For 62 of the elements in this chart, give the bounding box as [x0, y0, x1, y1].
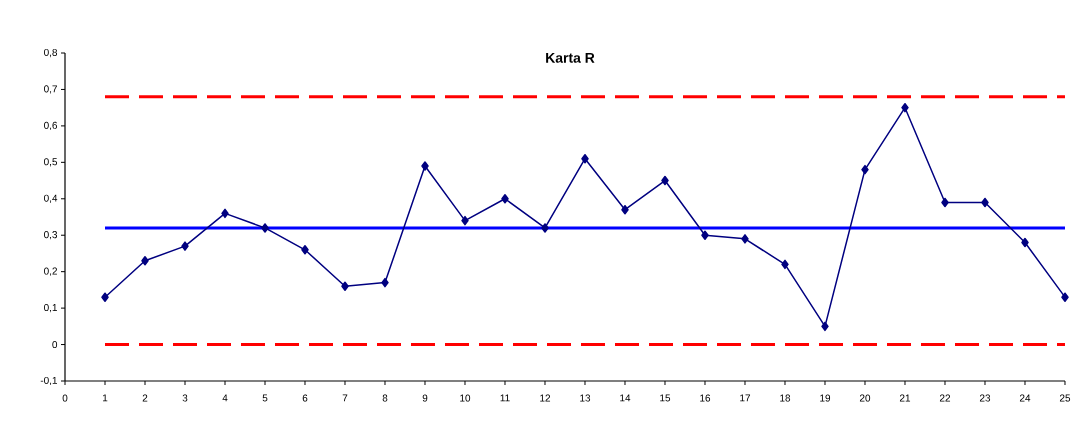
- x-tick-label: 5: [262, 394, 268, 402]
- x-tick-label: 16: [700, 394, 711, 402]
- y-tick-label: -0,1: [40, 376, 57, 386]
- x-tick-label: 19: [820, 394, 831, 402]
- y-tick-label: 0,8: [44, 48, 58, 58]
- point: [501, 194, 509, 204]
- y-tick-label: 0,4: [44, 194, 58, 203]
- y-tick-label: 0,6: [44, 121, 58, 131]
- point: [301, 245, 309, 255]
- x-tick-label: 4: [222, 394, 228, 402]
- x-tick-label: 23: [979, 394, 991, 402]
- x-tick-label: 1: [103, 394, 108, 402]
- point: [581, 153, 589, 164]
- point: [381, 277, 389, 288]
- y-tick-label: 0,3: [44, 231, 58, 240]
- y-tick-label: 0,7: [44, 85, 57, 94]
- x-tick-label: 9: [422, 394, 428, 402]
- chart-title: Karta R: [546, 53, 595, 63]
- y-tick-label: 0,2: [44, 267, 57, 276]
- x-tick-label: 11: [500, 394, 510, 402]
- x-tick-label: 15: [660, 394, 671, 402]
- x-tick-label: 24: [1019, 394, 1031, 402]
- point: [341, 281, 349, 291]
- y-tick-label: 0,5: [44, 158, 58, 167]
- point: [1021, 237, 1029, 248]
- point: [421, 161, 429, 171]
- point: [541, 223, 549, 233]
- x-tick-label: 25: [1059, 394, 1071, 402]
- x-tick-label: 17: [740, 394, 751, 402]
- x-tick-label: 7: [342, 394, 348, 402]
- x-tick-label: 21: [899, 394, 911, 402]
- x-tick-label: 18: [780, 394, 791, 402]
- x-tick-label: 2: [142, 394, 148, 402]
- point: [621, 204, 629, 215]
- x-tick-label: 22: [939, 394, 951, 402]
- x-tick-label: 0: [62, 394, 68, 402]
- point: [461, 215, 469, 226]
- point: [141, 255, 149, 266]
- point: [701, 230, 709, 240]
- point: [901, 102, 909, 113]
- point: [741, 234, 749, 244]
- x-tick-label: 12: [540, 394, 551, 402]
- point: [221, 208, 229, 219]
- x-tick-label: 13: [580, 394, 591, 402]
- y-tick-label: 0: [52, 341, 58, 349]
- x-tick-label: 6: [302, 394, 308, 402]
- point: [981, 197, 989, 208]
- x-tick-label: 3: [182, 394, 188, 402]
- point: [781, 259, 789, 270]
- point: [261, 223, 269, 233]
- x-tick-label: 10: [460, 394, 471, 402]
- point: [661, 175, 669, 186]
- x-tick-label: 8: [382, 394, 388, 402]
- point: [181, 241, 189, 251]
- point: [861, 164, 869, 175]
- point: [941, 197, 949, 208]
- point: [1061, 292, 1069, 302]
- point: [101, 292, 109, 302]
- x-tick-label: 20: [859, 394, 871, 402]
- point: [821, 321, 829, 332]
- x-tick-label: 14: [620, 394, 631, 402]
- y-tick-label: 0,1: [44, 304, 57, 313]
